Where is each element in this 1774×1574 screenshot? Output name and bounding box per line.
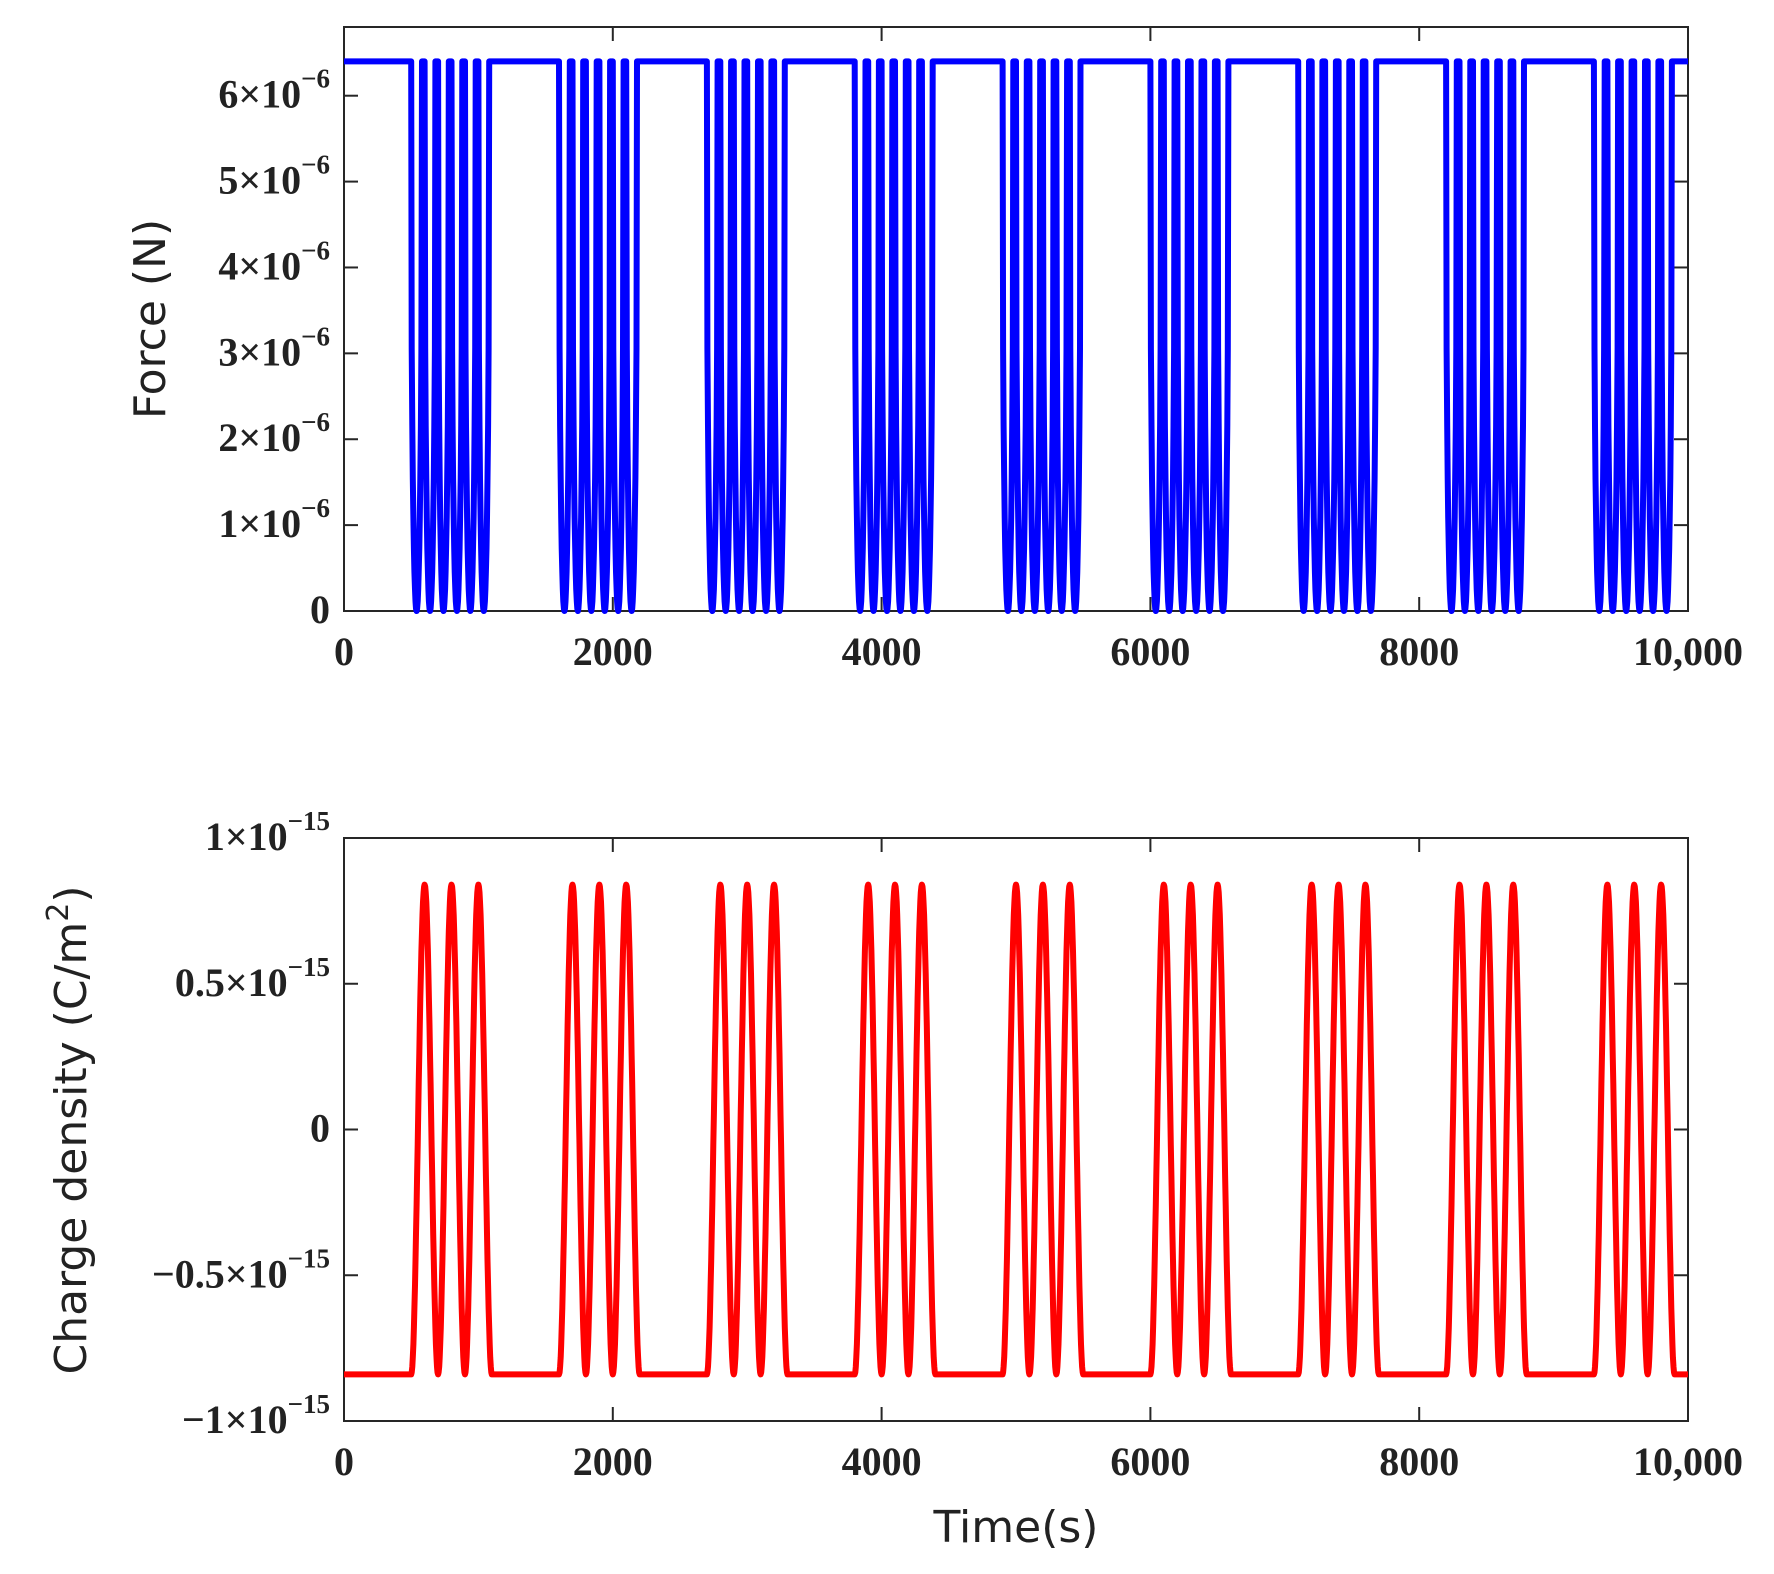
force-y-tick-label: 3×10−6	[218, 321, 330, 374]
force-y-tick-exponent: −6	[301, 235, 330, 265]
force-x-tick-label: 4000	[842, 629, 922, 674]
force-x-tick-label: 0	[334, 629, 354, 674]
charge-y-tick-mantissa: −0.5×10	[152, 1251, 288, 1296]
charge-y-axis-title: Charge density (C/m2)	[41, 885, 97, 1374]
charge-y-tick-exponent: −15	[288, 1243, 330, 1273]
charge-x-tick-label: 6000	[1110, 1439, 1190, 1484]
charge-x-tick-label: 10,000	[1633, 1439, 1743, 1484]
force-x-tick-label: 6000	[1110, 629, 1190, 674]
charge-y-tick-exponent: −15	[288, 806, 330, 836]
force-x-tick-label: 10,000	[1633, 629, 1743, 674]
charge-x-axis-title: Time(s)	[933, 1502, 1099, 1553]
charge-y-tick-label: 1×10−15	[205, 806, 330, 859]
charge-y-tick-mantissa: 1×10	[205, 814, 288, 859]
force-ticks	[343, 27, 1689, 612]
force-axes-box	[343, 26, 1689, 612]
force-y-tick-exponent: −6	[301, 64, 330, 94]
charge-y-tick-mantissa: −1×10	[182, 1397, 288, 1442]
force-y-tick-mantissa: 0	[310, 587, 330, 632]
force-y-tick-label: 4×10−6	[218, 235, 330, 288]
charge-y-tick-mantissa: 0.5×10	[175, 960, 288, 1005]
force-y-tick-label: 0	[310, 587, 330, 632]
force-y-tick-exponent: −6	[301, 493, 330, 523]
charge-y-tick-label: −0.5×10−15	[152, 1243, 330, 1296]
force-y-tick-exponent: −6	[301, 321, 330, 351]
force-y-tick-mantissa: 3×10	[218, 329, 301, 374]
force-y-tick-mantissa: 1×10	[218, 501, 301, 546]
charge-x-tick-label: 0	[334, 1439, 354, 1484]
force-y-tick-exponent: −6	[301, 150, 330, 180]
charge-y-axis-title-sup: 2	[41, 903, 76, 922]
charge-y-axis-title-main: Charge density (C/m	[46, 922, 97, 1375]
force-y-tick-label: 2×10−6	[218, 407, 330, 460]
force-y-tick-mantissa: 5×10	[218, 158, 301, 203]
force-y-tick-label: 5×10−6	[218, 150, 330, 203]
force-y-tick-exponent: −6	[301, 407, 330, 437]
force-y-axis-title: Force (N)	[125, 219, 176, 419]
force-x-tick-label: 2000	[573, 629, 653, 674]
force-y-tick-mantissa: 2×10	[218, 415, 301, 460]
charge-x-tick-label: 8000	[1379, 1439, 1459, 1484]
force-y-tick-mantissa: 4×10	[218, 243, 301, 288]
force-y-tick-label: 6×10−6	[218, 64, 330, 117]
charge-x-tick-labels: 0 2000 4000 6000 8000 10,000	[334, 1439, 1743, 1484]
force-x-tick-label: 8000	[1379, 629, 1459, 674]
force-series-line	[341, 58, 1691, 614]
charge-ticks	[343, 837, 1689, 1422]
charge-x-tick-label: 4000	[842, 1439, 922, 1484]
charge-y-axis-title-close: )	[46, 885, 97, 902]
charge-y-tick-label: 0	[310, 1106, 330, 1151]
charge-y-tick-label: 0.5×10−15	[175, 952, 330, 1005]
charge-series-line	[341, 881, 1691, 1378]
force-x-tick-labels: 0 2000 4000 6000 8000 10,000	[334, 629, 1743, 674]
charge-y-tick-label: −1×10−15	[182, 1389, 330, 1442]
charge-y-tick-exponent: −15	[288, 1389, 330, 1419]
charge-y-tick-exponent: −15	[288, 952, 330, 982]
charge-y-tick-mantissa: 0	[310, 1106, 330, 1151]
charge-x-tick-label: 2000	[573, 1439, 653, 1484]
force-y-tick-mantissa: 6×10	[218, 72, 301, 117]
force-y-tick-label: 1×10−6	[218, 493, 330, 546]
force-y-tick-labels: 01×10−62×10−63×10−64×10−65×10−66×10−6	[218, 64, 330, 632]
